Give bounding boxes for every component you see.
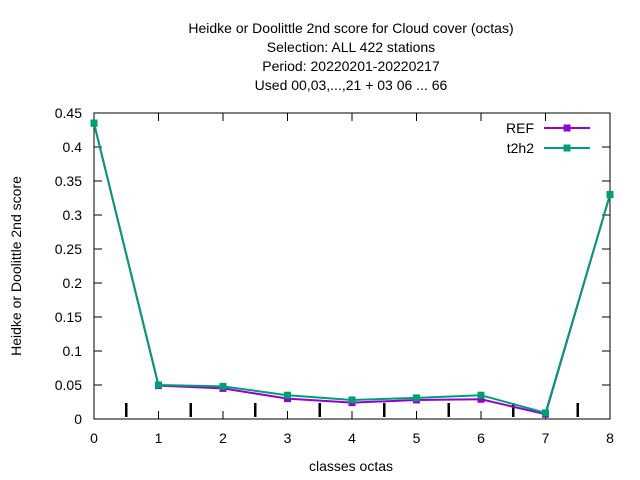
x-axis-ticks: 0 1 2 3 4 5 6 7 8 — [90, 113, 614, 446]
y-tick-label: 0.35 — [55, 173, 82, 189]
series-line — [93, 122, 611, 415]
x-tick-label: 3 — [284, 430, 292, 446]
x-tick-label: 1 — [155, 430, 163, 446]
title-line-4: Used 00,03,...,21 + 03 06 ... 66 — [255, 77, 448, 93]
y-axis-ticks: 0 0.05 0.1 0.15 0.2 0.25 0.3 0.35 0.4 0.45 — [55, 105, 610, 427]
x-tick-label: 5 — [413, 430, 421, 446]
y-tick-label: 0 — [74, 411, 82, 427]
x-tick-label: 0 — [90, 430, 98, 446]
y-tick-label: 0.3 — [63, 207, 83, 223]
data-point — [155, 381, 162, 389]
series-line — [93, 122, 611, 416]
plot-frame — [93, 112, 611, 420]
data-point — [542, 409, 549, 417]
data-point — [219, 382, 227, 390]
x-tick-label: 6 — [477, 430, 485, 446]
x-tick-label: 8 — [606, 430, 614, 446]
title-line-3: Period: 20220201-20220217 — [262, 58, 440, 74]
title-line-1: Heidke or Doolittle 2nd score for Cloud … — [188, 20, 513, 36]
y-tick-label: 0.2 — [63, 275, 83, 291]
data-point — [348, 396, 356, 404]
x-tick-label: 7 — [542, 430, 550, 446]
x-tick-label: 2 — [219, 430, 227, 446]
y-tick-label: 0.4 — [63, 139, 83, 155]
x-axis-label: classes octas — [309, 458, 393, 474]
y-tick-label: 0.15 — [55, 309, 82, 325]
legend: REF t2h2 — [506, 120, 590, 156]
data-point — [477, 391, 485, 399]
y-tick-label: 0.25 — [55, 241, 82, 257]
series-layer — [90, 119, 614, 418]
minor-x-ticks — [125, 403, 579, 417]
data-point — [606, 191, 614, 199]
legend-marker — [563, 144, 571, 152]
x-tick-label: 4 — [348, 430, 356, 446]
series-ref — [90, 119, 614, 418]
series-t2h2 — [90, 119, 614, 417]
data-point — [284, 391, 291, 399]
y-tick-label: 0.45 — [55, 105, 82, 121]
data-point — [90, 119, 98, 127]
y-axis-label: Heidke or Doolittle 2nd score — [8, 176, 24, 356]
data-point — [477, 395, 485, 403]
legend-label: t2h2 — [507, 140, 534, 156]
chart-title: Heidke or Doolittle 2nd score for Cloud … — [188, 20, 513, 93]
title-line-2: Selection: ALL 422 stations — [267, 39, 435, 55]
y-tick-label: 0.1 — [63, 343, 83, 359]
data-point — [413, 394, 420, 402]
legend-marker — [563, 124, 571, 132]
legend-label: REF — [506, 120, 534, 136]
y-tick-label: 0.05 — [55, 377, 82, 393]
